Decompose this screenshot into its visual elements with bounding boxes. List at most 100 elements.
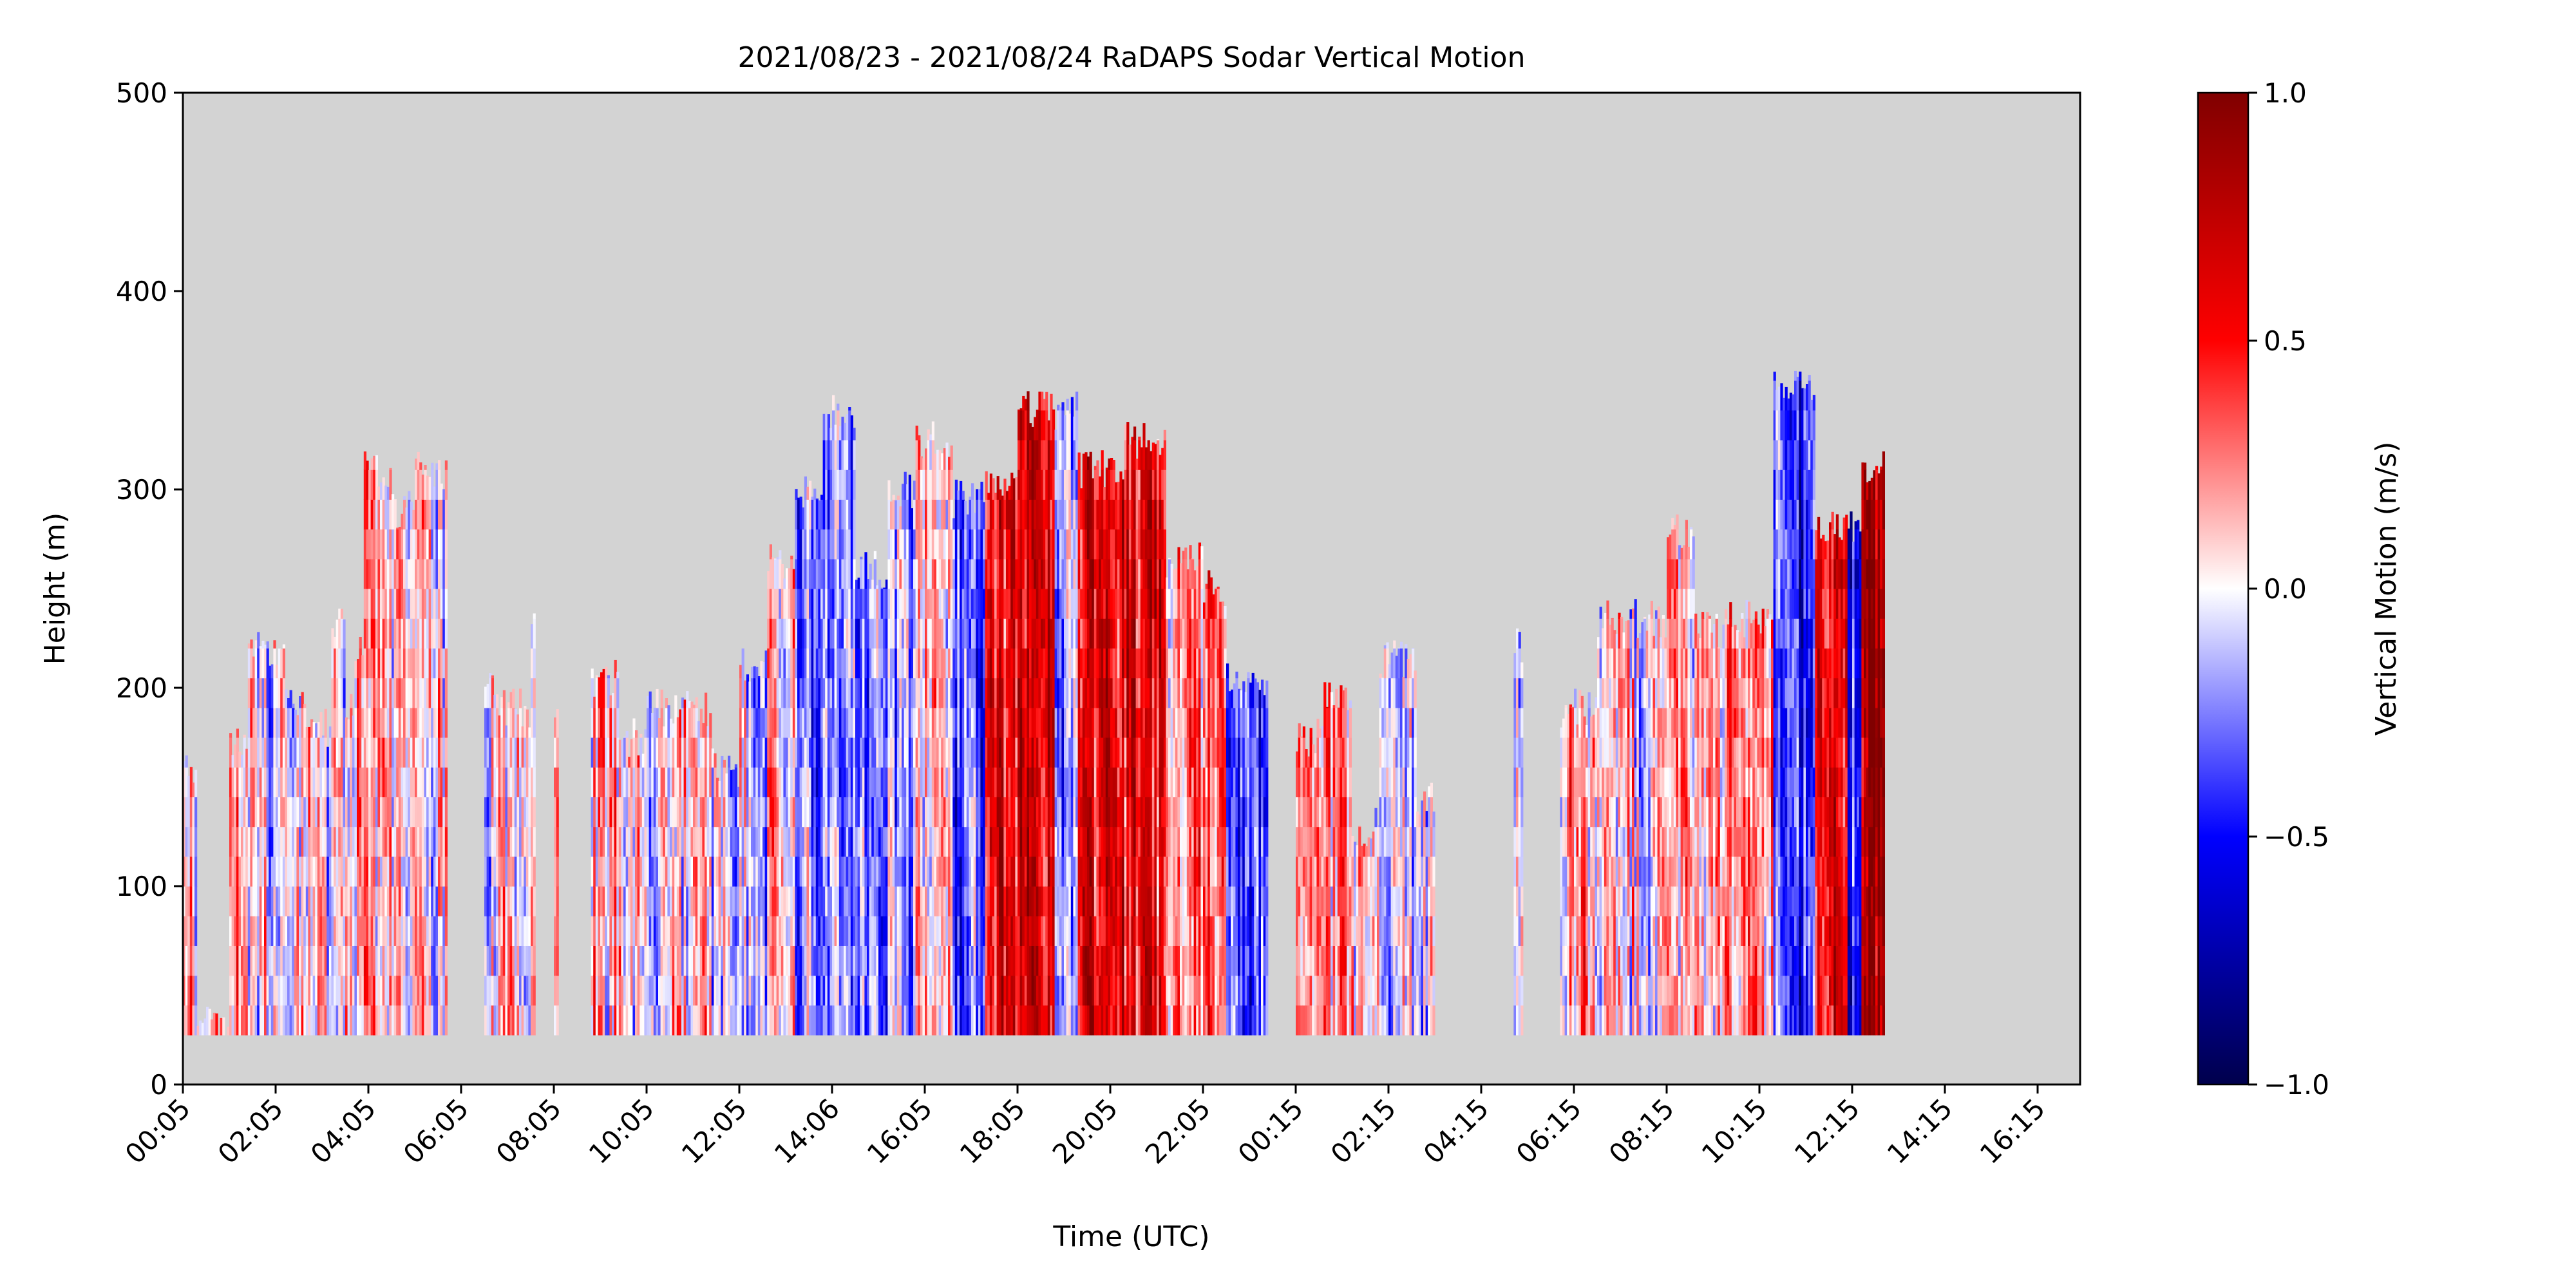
heat-cell: [670, 975, 673, 1006]
heat-cell: [398, 916, 401, 946]
heat-cell: [377, 677, 381, 708]
heat-cell: [1006, 499, 1009, 530]
heat-cell: [440, 648, 443, 679]
heat-cell: [753, 945, 756, 976]
heat-cell: [266, 975, 269, 1006]
heat-cell: [885, 579, 888, 589]
heat-cell: [415, 856, 418, 887]
heat-cell: [834, 469, 837, 500]
heat-cell: [688, 975, 691, 1006]
heat-cell: [938, 945, 942, 976]
heat-cell: [502, 737, 506, 768]
heat-cell: [296, 1005, 299, 1036]
heat-cell: [600, 826, 603, 857]
heat-cell: [966, 1005, 969, 1036]
heat-cell: [676, 797, 679, 828]
heat-cell: [1029, 797, 1032, 828]
heat-cell: [730, 886, 733, 916]
heat-cell: [837, 529, 840, 560]
heat-cell: [526, 945, 529, 976]
heat-cell: [994, 945, 998, 976]
heat-cell: [257, 1005, 260, 1036]
heat-cell: [706, 737, 710, 768]
heat-cell: [746, 975, 749, 1006]
heat-cell: [1047, 677, 1050, 708]
heat-cell: [825, 558, 828, 589]
heat-cell: [292, 916, 295, 946]
heat-cell: [1034, 856, 1037, 887]
heat-cell: [303, 797, 307, 828]
heat-cell: [857, 648, 860, 679]
heat-cell: [899, 886, 902, 916]
heat-cell: [978, 945, 981, 976]
heat-cell: [837, 737, 840, 768]
heat-cell: [753, 707, 756, 738]
heat-cell: [929, 434, 933, 440]
heat-cell: [920, 975, 923, 1006]
heat-cell: [683, 797, 687, 828]
heat-cell: [377, 856, 381, 887]
heat-cell: [806, 677, 810, 708]
heat-cell: [744, 975, 747, 1006]
heat-cell: [366, 856, 369, 887]
heat-cell: [609, 856, 612, 887]
heat-cell: [632, 737, 636, 768]
heat-cell: [653, 886, 656, 916]
heat-cell: [728, 916, 731, 946]
heat-cell: [934, 856, 937, 887]
heat-cell: [885, 589, 888, 619]
heat-cell: [943, 797, 946, 828]
heat-cell: [848, 975, 851, 1006]
heat-cell: [989, 558, 992, 589]
heat-cell: [632, 975, 636, 1006]
heat-cell: [971, 826, 974, 857]
heat-cell: [331, 767, 334, 797]
heat-cell: [748, 945, 752, 976]
heat-cell: [702, 797, 705, 828]
heat-cell: [844, 648, 847, 679]
heat-cell: [357, 659, 360, 679]
heat-cell: [301, 707, 304, 738]
heat-cell: [764, 707, 768, 738]
profile-block: [392, 491, 415, 1036]
profile-block: [415, 451, 448, 1036]
heat-cell: [444, 677, 448, 708]
heat-cell: [792, 618, 795, 649]
heat-cell: [509, 737, 513, 768]
heat-cell: [280, 797, 283, 828]
heat-cell: [922, 945, 925, 976]
heat-cell: [799, 497, 802, 500]
heat-cell: [665, 886, 668, 916]
heat-cell: [941, 797, 944, 828]
heat-cell: [911, 975, 914, 1006]
heat-cell: [774, 945, 777, 976]
heat-cell: [347, 1005, 350, 1036]
heat-cell: [895, 916, 898, 946]
heat-cell: [871, 737, 875, 768]
heat-cell: [261, 826, 265, 857]
heat-cell: [403, 589, 406, 619]
heat-cell: [795, 589, 798, 619]
heat-cell: [890, 737, 893, 768]
heat-cell: [737, 945, 740, 976]
heat-cell: [918, 618, 921, 649]
heat-cell: [869, 707, 872, 738]
heat-cell: [825, 975, 828, 1006]
heat-cell: [920, 558, 923, 589]
heat-cell: [287, 826, 290, 857]
heat-cell: [813, 707, 817, 738]
heat-cell: [776, 797, 779, 828]
heat-cell: [873, 677, 876, 708]
heat-cell: [906, 737, 909, 768]
heat-cell: [250, 975, 253, 1006]
heat-cell: [269, 767, 272, 797]
heat-cell: [838, 975, 842, 1006]
heat-cell: [415, 707, 418, 738]
heat-cell: [716, 797, 719, 828]
heat-cell: [936, 797, 940, 828]
heat-cell: [236, 945, 239, 976]
heat-cell: [922, 618, 925, 649]
heat-cell: [489, 737, 492, 768]
heat-cell: [670, 767, 673, 797]
heat-cell: [343, 826, 346, 857]
